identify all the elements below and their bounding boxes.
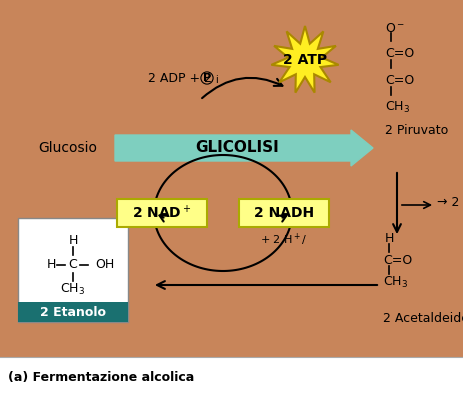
Text: C=O: C=O bbox=[383, 254, 412, 267]
Text: P: P bbox=[203, 73, 211, 83]
Text: + 2 H$^+$/: + 2 H$^+$/ bbox=[260, 232, 308, 248]
Bar bbox=[18, 302, 128, 322]
Text: 2 Etanolo: 2 Etanolo bbox=[40, 306, 106, 318]
Text: CH$_3$: CH$_3$ bbox=[385, 100, 410, 115]
Text: (a) Fermentazione alcolica: (a) Fermentazione alcolica bbox=[8, 370, 194, 384]
Text: Glucosio: Glucosio bbox=[38, 141, 98, 155]
Text: 2 NADH: 2 NADH bbox=[254, 206, 314, 220]
Text: C=O: C=O bbox=[385, 74, 414, 87]
Text: 2 ATP: 2 ATP bbox=[283, 53, 327, 67]
FancyArrow shape bbox=[115, 130, 373, 166]
Text: H: H bbox=[384, 231, 394, 245]
Bar bbox=[0, 0, 463, 357]
Text: i: i bbox=[215, 75, 218, 85]
Text: H: H bbox=[69, 235, 78, 247]
Text: CH$_3$: CH$_3$ bbox=[61, 281, 86, 297]
Text: O$^-$: O$^-$ bbox=[385, 21, 405, 35]
Text: 2 Piruvato: 2 Piruvato bbox=[385, 123, 448, 137]
Text: H: H bbox=[46, 258, 56, 272]
Text: C=O: C=O bbox=[385, 47, 414, 60]
Text: 2 ADP + 2: 2 ADP + 2 bbox=[148, 71, 216, 85]
Bar bbox=[18, 218, 128, 322]
Text: 2 Acetaldeide: 2 Acetaldeide bbox=[383, 312, 463, 324]
Bar bbox=[0, 357, 463, 397]
Text: C: C bbox=[69, 258, 77, 272]
Text: GLICOLISI: GLICOLISI bbox=[195, 141, 279, 156]
Text: → 2 CO₂: → 2 CO₂ bbox=[437, 195, 463, 208]
Text: CH$_3$: CH$_3$ bbox=[383, 275, 408, 290]
Polygon shape bbox=[271, 26, 338, 93]
FancyBboxPatch shape bbox=[117, 199, 207, 227]
Text: 2 NAD$^+$: 2 NAD$^+$ bbox=[132, 204, 192, 222]
Text: OH: OH bbox=[95, 258, 114, 272]
FancyBboxPatch shape bbox=[239, 199, 329, 227]
